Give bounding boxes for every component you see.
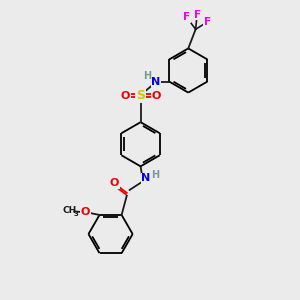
- Text: O: O: [81, 207, 90, 217]
- Text: F: F: [194, 10, 201, 20]
- Text: O: O: [151, 91, 160, 101]
- Text: O: O: [121, 91, 130, 101]
- Text: O: O: [110, 178, 119, 188]
- Text: F: F: [183, 13, 190, 22]
- Text: H: H: [143, 71, 151, 81]
- Text: CH: CH: [62, 206, 76, 215]
- Text: 3: 3: [74, 211, 78, 217]
- Text: S: S: [136, 89, 145, 102]
- Text: H: H: [151, 169, 159, 180]
- Text: N: N: [141, 173, 151, 183]
- Text: N: N: [151, 76, 160, 86]
- Text: F: F: [204, 17, 211, 27]
